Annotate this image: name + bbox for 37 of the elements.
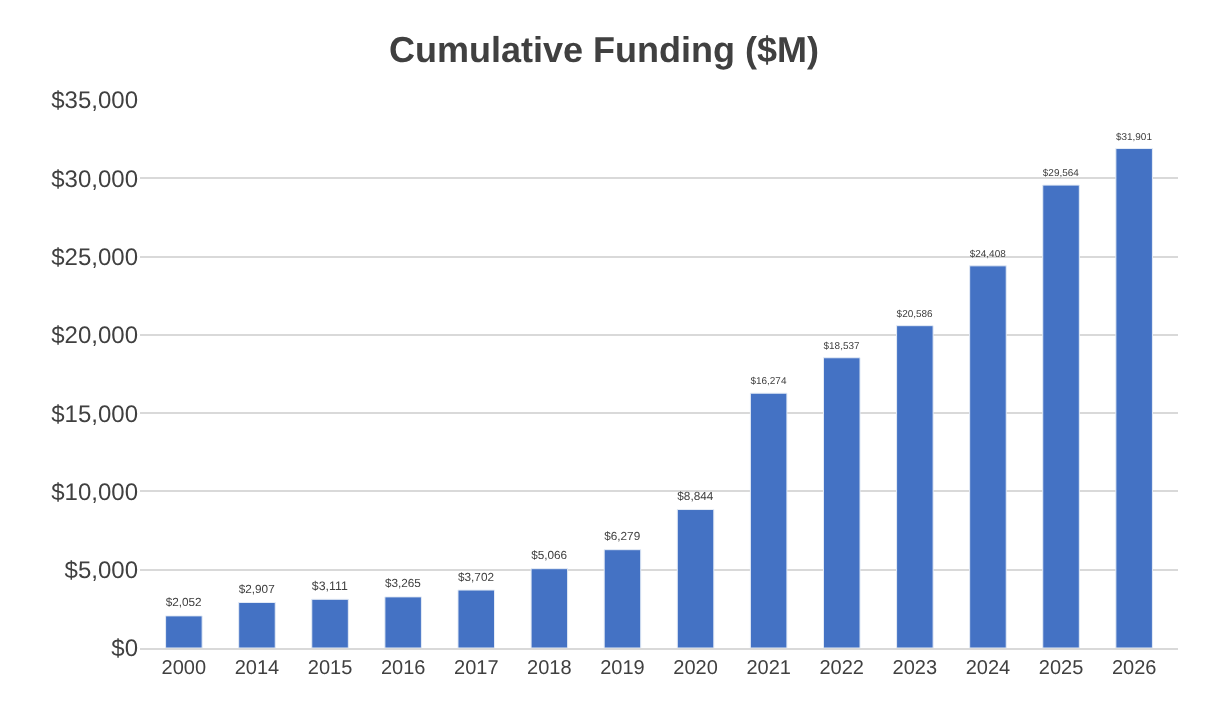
bar [969, 265, 1007, 648]
x-tick-label: 2015 [307, 658, 354, 680]
x-tick-label: 2020 [673, 658, 719, 680]
bar [749, 392, 788, 648]
x-tick-label: 2026 [1111, 658, 1158, 680]
y-tick-label: $5,000 [64, 556, 139, 585]
chart-title: Cumulative Funding ($M) [389, 29, 819, 70]
bar [311, 598, 349, 648]
x-tick-label: 2014 [234, 658, 281, 680]
bar [530, 568, 569, 648]
y-tick-label: $10,000 [51, 477, 139, 506]
x-tick-label: 2021 [746, 658, 792, 680]
bar [165, 615, 203, 648]
x-tick-label: 2017 [454, 658, 500, 680]
bar [457, 589, 496, 648]
y-tick-label: $35,000 [51, 86, 139, 115]
y-tick-label: $25,000 [51, 242, 139, 271]
x-tick-label: 2016 [380, 658, 427, 680]
bar [1115, 148, 1153, 648]
x-tick-label: 2018 [527, 658, 573, 680]
x-tick-label: 2024 [965, 658, 1012, 680]
bar [603, 549, 642, 648]
bar [896, 325, 934, 648]
x-tick-label: 2025 [1038, 658, 1085, 680]
bar [1042, 184, 1080, 648]
y-tick-label: $20,000 [51, 321, 139, 350]
x-tick-label: 2000 [161, 658, 207, 680]
y-tick-label: $0 [111, 634, 139, 663]
bar [822, 357, 861, 648]
x-tick-label: 2019 [600, 658, 646, 680]
y-tick-label: $15,000 [51, 399, 139, 428]
y-tick-label: $30,000 [51, 164, 139, 193]
bar [676, 509, 715, 648]
x-tick-label: 2023 [892, 658, 938, 680]
x-tick-label: 2022 [819, 658, 865, 680]
bar [384, 596, 422, 648]
bar [238, 601, 276, 648]
